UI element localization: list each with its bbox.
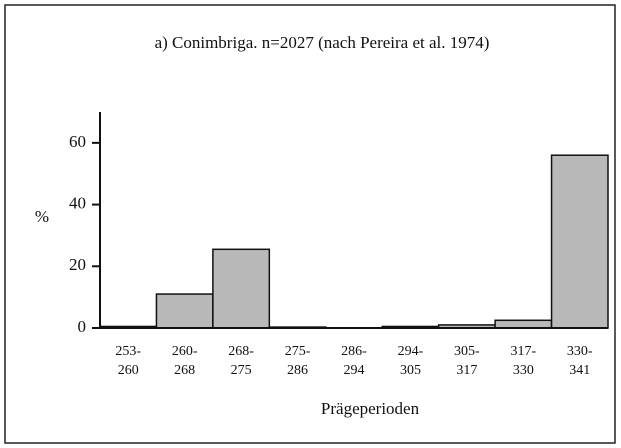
y-tick-label: 60 [69, 132, 86, 151]
x-tick-label: 317- 330 [510, 344, 537, 378]
bar [212, 248, 271, 329]
x-axis-label: Prägeperioden [321, 399, 420, 418]
x-tick-label: 305- 317 [454, 344, 480, 378]
y-tick-label: 0 [78, 317, 87, 336]
y-tick-label: 20 [69, 255, 86, 274]
x-tick-label: 330- 341 [566, 344, 593, 378]
x-tick-label: 253- 260 [115, 344, 142, 378]
y-tick-label: 40 [69, 193, 86, 212]
x-tick-label: 275- 286 [284, 344, 311, 378]
x-tick-label: 260- 268 [171, 344, 198, 378]
x-tick-label: 294- 305 [397, 344, 424, 378]
bar [155, 293, 214, 329]
bar [550, 154, 609, 329]
frame [4, 4, 616, 444]
x-tick-label: 286- 294 [341, 344, 367, 378]
y-axis-label: % [35, 207, 49, 226]
bar [494, 319, 553, 329]
x-tick-label: 268- 275 [228, 344, 254, 378]
chart-title: a) Conimbriga. n=2027 (nach Pereira et a… [155, 33, 490, 52]
